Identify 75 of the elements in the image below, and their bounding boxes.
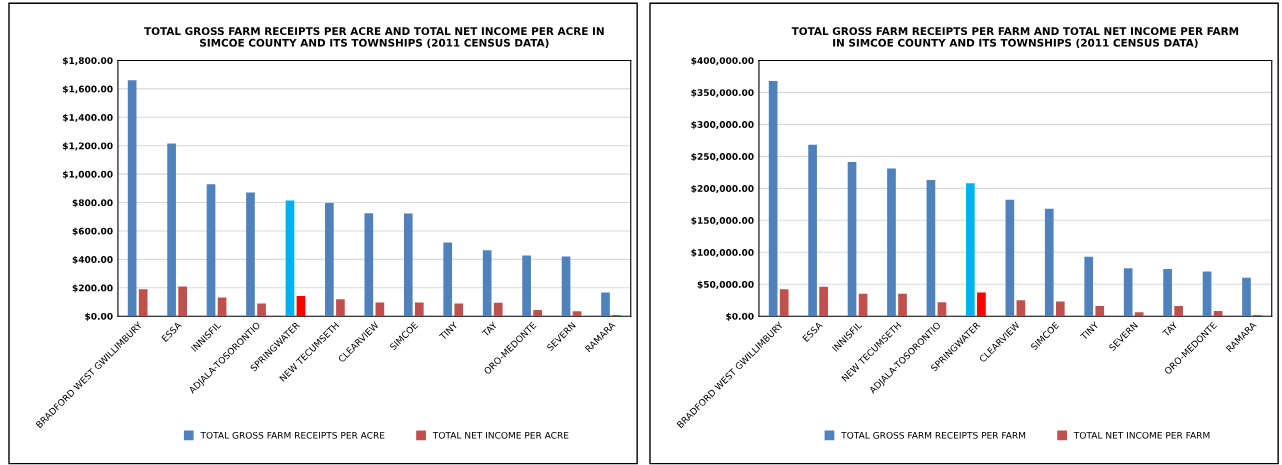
bar [768, 80, 778, 317]
bar [522, 255, 531, 317]
bar [572, 311, 582, 317]
bar [601, 292, 610, 317]
bar [364, 213, 374, 317]
bar [1134, 312, 1144, 317]
y-tick-label: $800.00 [72, 199, 113, 208]
y-tick-label: $400.00 [72, 255, 113, 265]
y-tick-label: $100,000.00 [691, 248, 754, 258]
bar [206, 184, 216, 317]
bar [966, 183, 975, 317]
bar [847, 162, 857, 317]
y-tick-label: $1,200.00 [62, 142, 113, 151]
y-tick-label: $200.00 [72, 284, 113, 293]
y-tick-label: $250,000.00 [691, 152, 754, 162]
bar [167, 143, 176, 317]
bar [1213, 311, 1223, 317]
y-tick-label: $150,000.00 [691, 216, 754, 226]
bar [819, 286, 828, 317]
chart-title: TOTAL GROSS FARM RECEIPTS PER FARM AND TOTAL NET INCOME PER FARM IN SIMCOE COUNTY AND ITS TOWNSHIPS (2011 CENSUS DATA) [791, 27, 1239, 48]
bar [1123, 268, 1133, 317]
bar [246, 192, 255, 317]
bar [493, 302, 503, 317]
bar [1242, 277, 1251, 317]
y-tick-label: $1,000.00 [62, 170, 113, 179]
legend-label: TOTAL GROSS FARM RECEIPTS PER FARM [841, 431, 1026, 439]
y-tick-label: $300,000.00 [691, 120, 754, 130]
bar [808, 144, 817, 317]
bar [454, 303, 464, 317]
y-tick-label: $350,000.00 [691, 88, 754, 98]
bar [217, 297, 227, 317]
bar [127, 80, 137, 317]
bar [443, 242, 453, 317]
bar [1202, 271, 1212, 317]
bar [858, 293, 868, 317]
bar [1095, 305, 1105, 317]
legend-label: TOTAL NET INCOME PER ACRE [432, 431, 569, 439]
legend-label: TOTAL GROSS FARM RECEIPTS PER ACRE [200, 431, 385, 439]
bar [414, 302, 424, 317]
bar [375, 302, 385, 317]
bar [1055, 301, 1065, 317]
y-tick-label: $400,000.00 [691, 57, 754, 66]
y-tick-label: $200,000.00 [691, 184, 754, 194]
y-tick-label: $0.00 [726, 312, 754, 321]
bar [296, 295, 306, 317]
bar [1084, 256, 1094, 317]
bar [336, 299, 345, 317]
bar [926, 180, 936, 317]
bar [257, 303, 266, 317]
y-tick-label: $600.00 [72, 227, 113, 236]
bar [285, 200, 295, 317]
bar [1005, 199, 1015, 317]
bar [138, 289, 148, 317]
bar [779, 289, 789, 317]
legend-label: TOTAL NET INCOME PER FARM [1073, 431, 1210, 439]
bar [887, 168, 896, 317]
y-tick-label: $0.00 [85, 312, 113, 321]
y-tick-label: $1,800.00 [62, 57, 113, 66]
bar [482, 250, 492, 317]
bar [178, 286, 187, 317]
y-tick-label: $50,000.00 [697, 280, 754, 289]
bar [898, 293, 907, 317]
bar [1016, 300, 1026, 317]
y-tick-label: $1,600.00 [62, 85, 113, 94]
bar [1044, 208, 1054, 317]
bar [977, 292, 986, 317]
bar [325, 202, 334, 317]
bar [1163, 268, 1172, 317]
chart-title: TOTAL GROSS FARM RECEIPTS PER ACRE AND TOTAL NET INCOME PER ACRE IN SIMCOE COUNTY AND ITS TOWNSHIPS (2011 CENSUS DATA) [144, 27, 604, 48]
bar [561, 256, 571, 317]
bar [403, 213, 413, 317]
bar [937, 302, 947, 317]
y-tick-label: $1,400.00 [62, 113, 113, 123]
bar [1174, 305, 1183, 317]
bar [533, 310, 542, 317]
